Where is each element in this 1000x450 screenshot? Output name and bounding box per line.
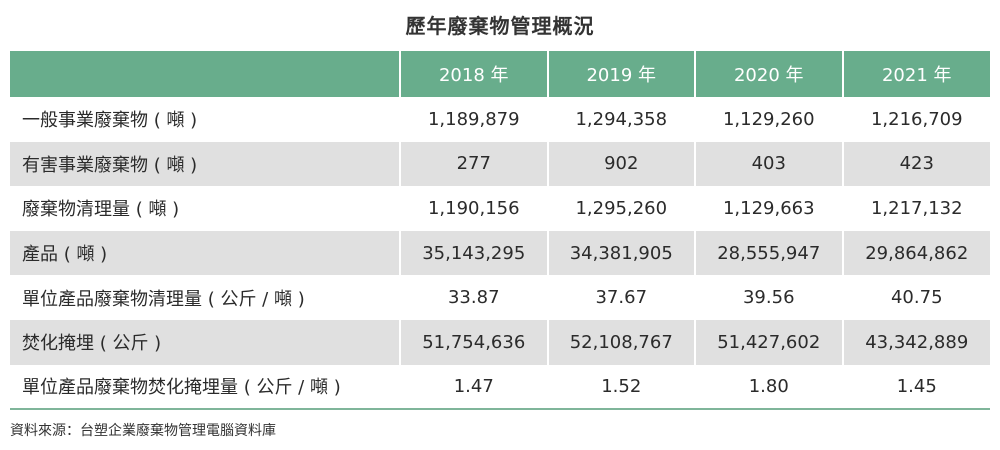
table-cell: 34,381,905 bbox=[546, 230, 695, 276]
page-title: 歷年廢棄物管理概況 bbox=[405, 14, 595, 38]
table-cell: 43,342,889 bbox=[841, 319, 990, 365]
row-label: 單位產品廢棄物焚化掩埋量 ( 公斤 / 噸 ) bbox=[10, 364, 400, 411]
table-cell: 1,190,156 bbox=[399, 186, 548, 231]
table-cell: 37.67 bbox=[546, 275, 695, 320]
header-cell-2021: 2021 年 bbox=[841, 51, 990, 97]
table-cell: 1.80 bbox=[694, 364, 843, 411]
table-header-row: 2018 年 2019 年 2020 年 2021 年 bbox=[10, 51, 990, 97]
table-row: 焚化掩埋 ( 公斤 ) 51,754,636 52,108,767 51,427… bbox=[10, 319, 990, 365]
row-label: 焚化掩埋 ( 公斤 ) bbox=[10, 319, 400, 365]
table-cell: 1.52 bbox=[546, 364, 695, 411]
waste-management-table: 2018 年 2019 年 2020 年 2021 年 一般事業廢棄物 ( 噸 … bbox=[10, 51, 990, 411]
table-row: 單位產品廢棄物清理量 ( 公斤 / 噸 ) 33.87 37.67 39.56 … bbox=[10, 275, 990, 320]
table-cell: 1,129,663 bbox=[694, 186, 843, 231]
table-cell: 51,427,602 bbox=[694, 319, 843, 365]
row-label: 一般事業廢棄物 ( 噸 ) bbox=[22, 110, 198, 132]
table-cell: 1,217,132 bbox=[841, 186, 990, 231]
table-cell: 52,108,767 bbox=[546, 319, 695, 365]
table-cell: 403 bbox=[694, 141, 843, 187]
header-cell-2018: 2018 年 bbox=[399, 51, 548, 97]
table-cell: 902 bbox=[546, 141, 695, 187]
table-cell: 40.75 bbox=[841, 275, 990, 320]
table-cell: 51,754,636 bbox=[399, 319, 548, 365]
table-cell: 1.47 bbox=[399, 364, 548, 411]
table-cell: 1,295,260 bbox=[546, 186, 695, 231]
table-row: 有害事業廢棄物 ( 噸 ) 277 902 403 423 bbox=[10, 141, 990, 187]
header-cell-blank bbox=[10, 51, 400, 97]
table-cell: 277 bbox=[399, 141, 548, 187]
source-note: 資料來源：台塑企業廢棄物管理電腦資料庫 bbox=[10, 423, 276, 439]
table-cell: 423 bbox=[841, 141, 990, 187]
table-cell: 35,143,295 bbox=[399, 230, 548, 276]
table-row: 單位產品廢棄物焚化掩埋量 ( 公斤 / 噸 ) 1.47 1.52 1.80 1… bbox=[10, 364, 990, 411]
table-cell: 1,129,260 bbox=[694, 97, 843, 142]
table-cell: 29,864,862 bbox=[841, 230, 990, 276]
row-label: 有害事業廢棄物 ( 噸 ) bbox=[10, 141, 400, 187]
table-row: 一般事業廢棄物 ( 噸 ) 1,189,879 1,294,358 1,129,… bbox=[10, 97, 990, 142]
header-cell-2020: 2020 年 bbox=[694, 51, 843, 97]
header-cell-2019: 2019 年 bbox=[546, 51, 695, 97]
table-cell: 39.56 bbox=[694, 275, 843, 320]
table-row: 產品 ( 噸 ) 35,143,295 34,381,905 28,555,94… bbox=[10, 230, 990, 276]
table-cell: 1,294,358 bbox=[546, 97, 695, 142]
table-cell: 28,555,947 bbox=[694, 230, 843, 276]
row-label: 單位產品廢棄物清理量 ( 公斤 / 噸 ) bbox=[22, 288, 305, 310]
table-cell: 1.45 bbox=[841, 364, 990, 411]
table-cell: 1,189,879 bbox=[399, 97, 548, 142]
row-label: 廢棄物清理量 ( 噸 ) bbox=[22, 199, 180, 221]
table-cell: 1,216,709 bbox=[841, 97, 990, 142]
row-label: 產品 ( 噸 ) bbox=[10, 230, 400, 276]
table-cell: 33.87 bbox=[399, 275, 548, 320]
table-row: 廢棄物清理量 ( 噸 ) 1,190,156 1,295,260 1,129,6… bbox=[10, 186, 990, 231]
